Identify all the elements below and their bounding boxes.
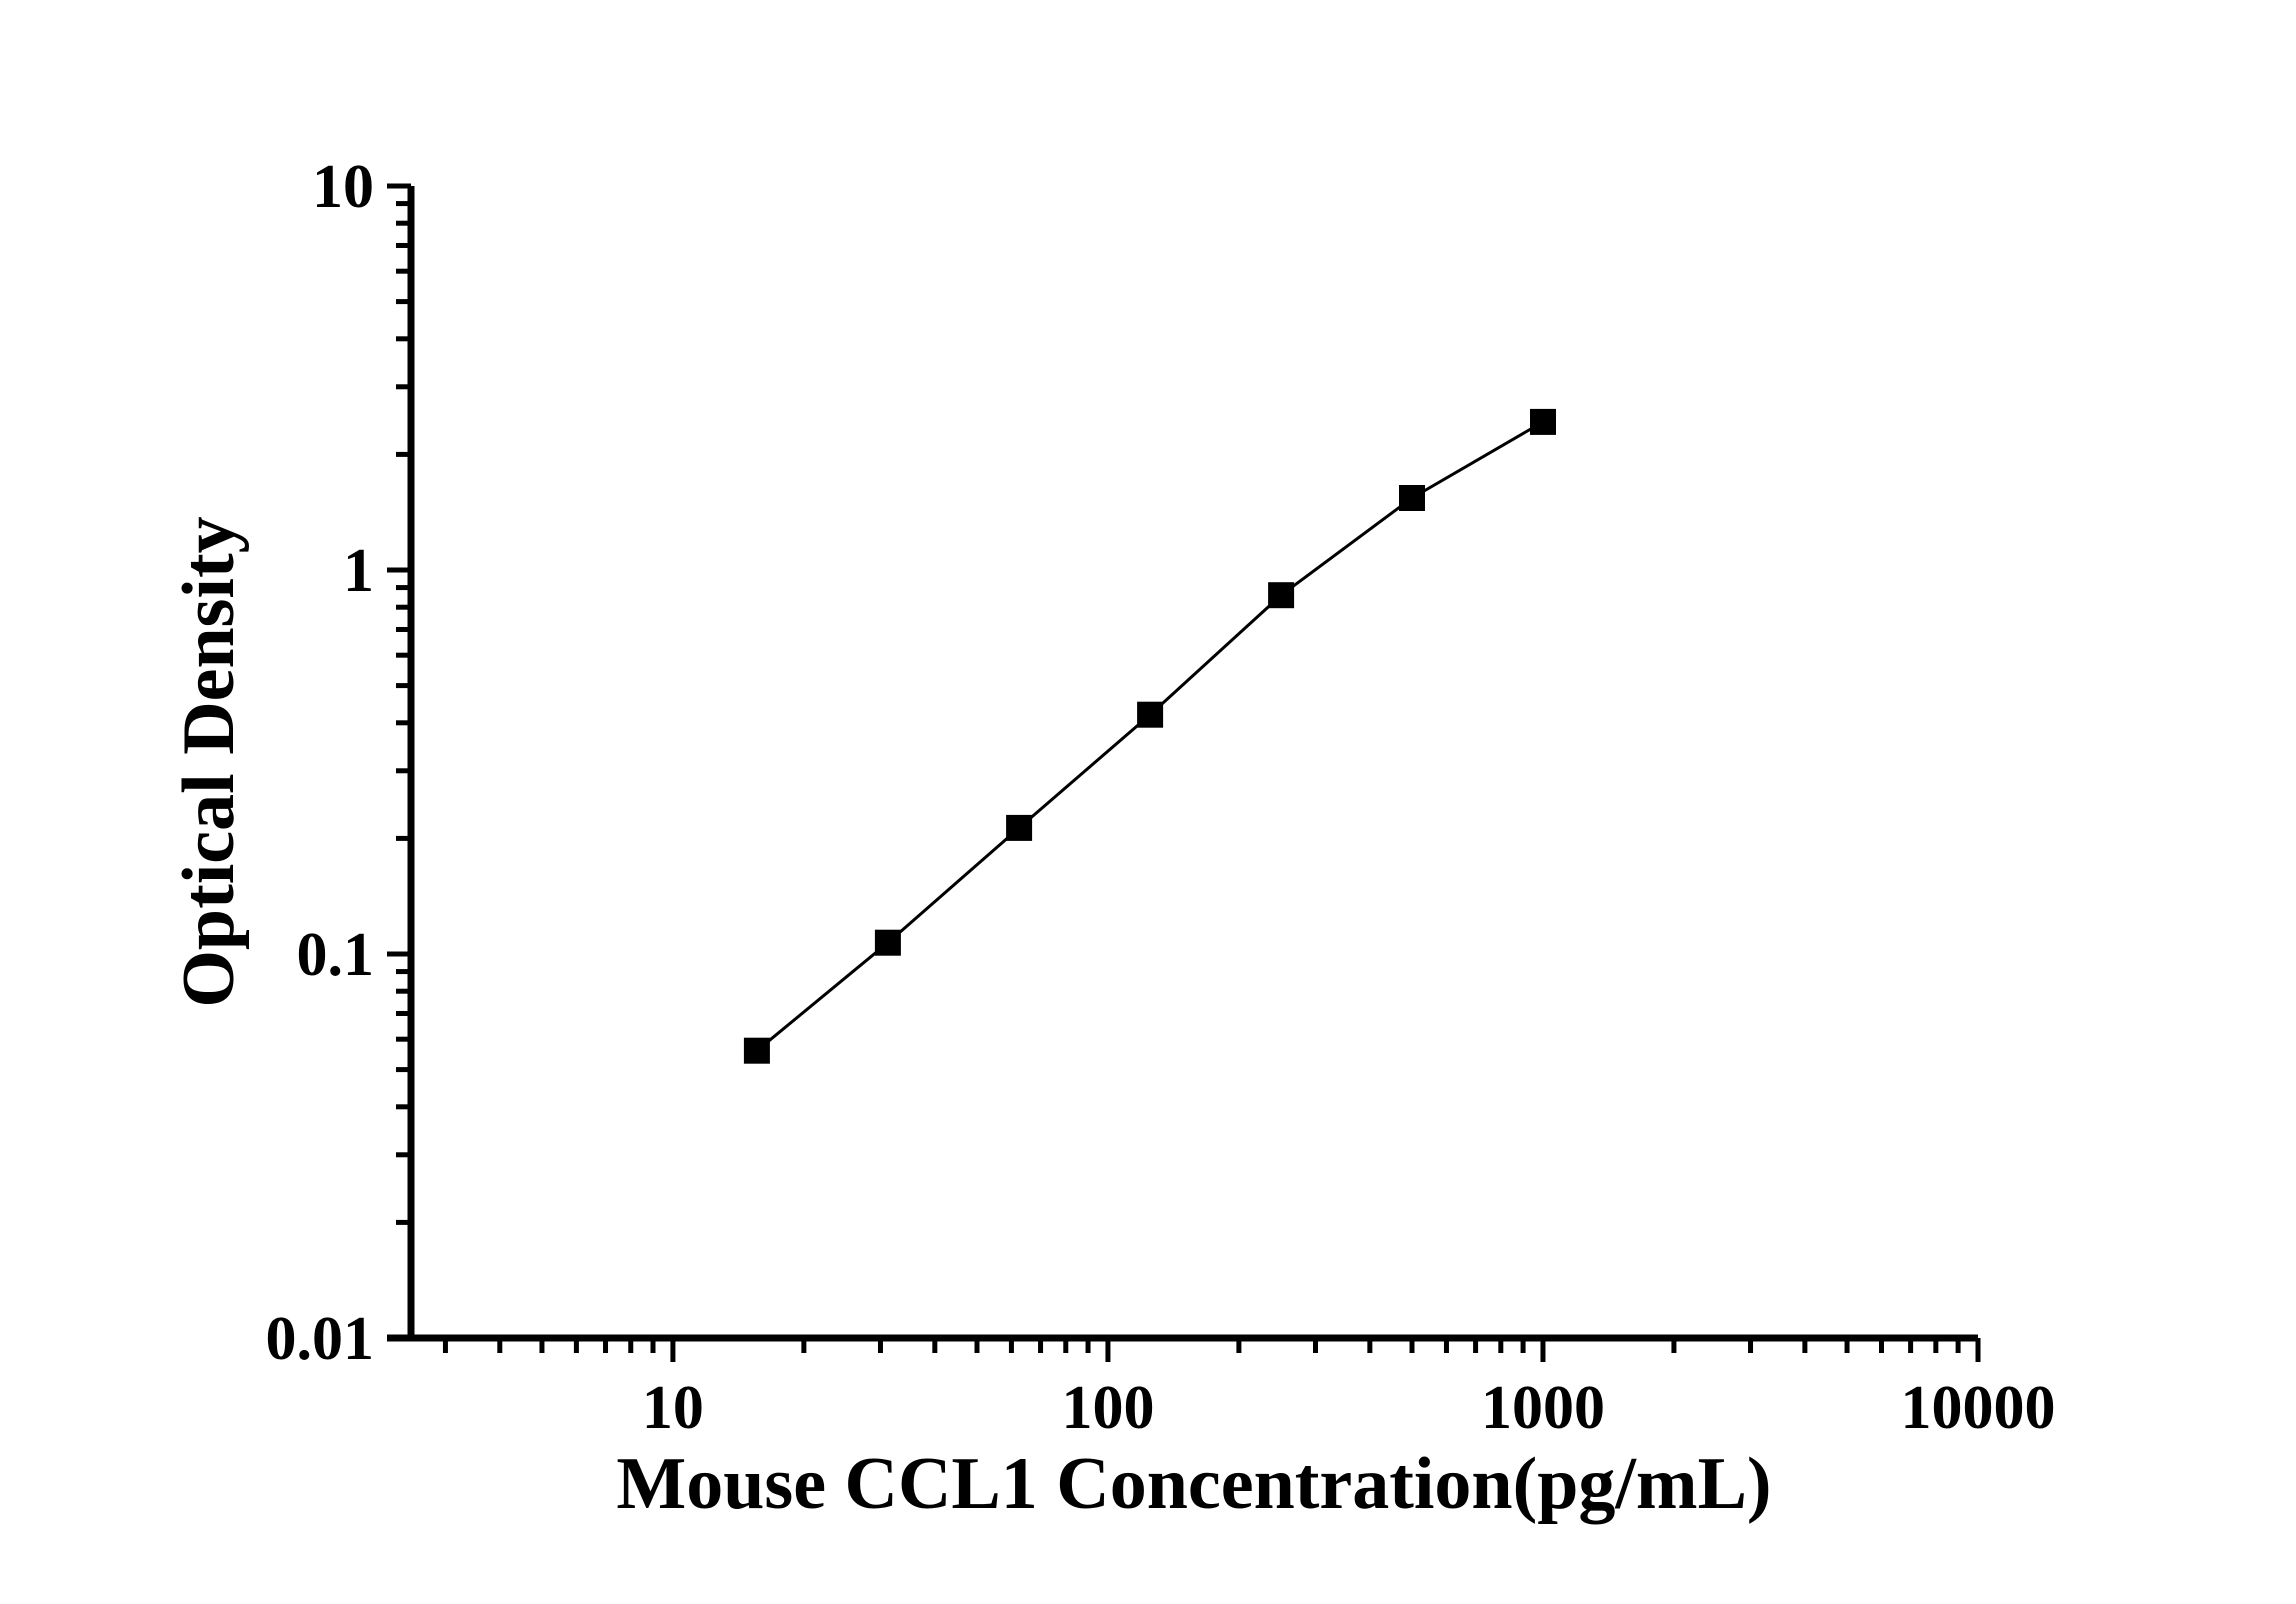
series-layer bbox=[743, 408, 1556, 1064]
ticks-layer bbox=[387, 183, 1981, 1362]
y-tick-label: 0.01 bbox=[266, 1305, 375, 1373]
data-point-marker bbox=[1006, 814, 1033, 841]
data-point-marker bbox=[874, 929, 901, 956]
y-tick-label: 0.1 bbox=[297, 921, 375, 989]
data-point-marker bbox=[1530, 408, 1556, 435]
tick-labels-layer: 10 100 1000 10000 0.01 0.1 1 10 bbox=[266, 153, 2056, 1442]
data-point-marker bbox=[1399, 485, 1425, 511]
data-point-marker bbox=[1137, 701, 1164, 728]
x-tick-label: 100 bbox=[1061, 1374, 1154, 1442]
x-tick-label: 10000 bbox=[1901, 1374, 2056, 1442]
y-tick-label: 1 bbox=[343, 537, 374, 605]
data-line bbox=[755, 420, 1544, 1052]
data-point-marker bbox=[1268, 582, 1295, 609]
y-axis-title: Optical Density bbox=[168, 516, 250, 1007]
x-tick-label: 10 bbox=[642, 1374, 704, 1442]
x-axis-title: Mouse CCL1 Concentration(pg/mL) bbox=[616, 1443, 1771, 1525]
x-tick-label: 1000 bbox=[1481, 1374, 1605, 1442]
data-point-marker bbox=[743, 1037, 770, 1064]
y-tick-label: 10 bbox=[312, 153, 374, 221]
axes-layer bbox=[387, 186, 1978, 1342]
